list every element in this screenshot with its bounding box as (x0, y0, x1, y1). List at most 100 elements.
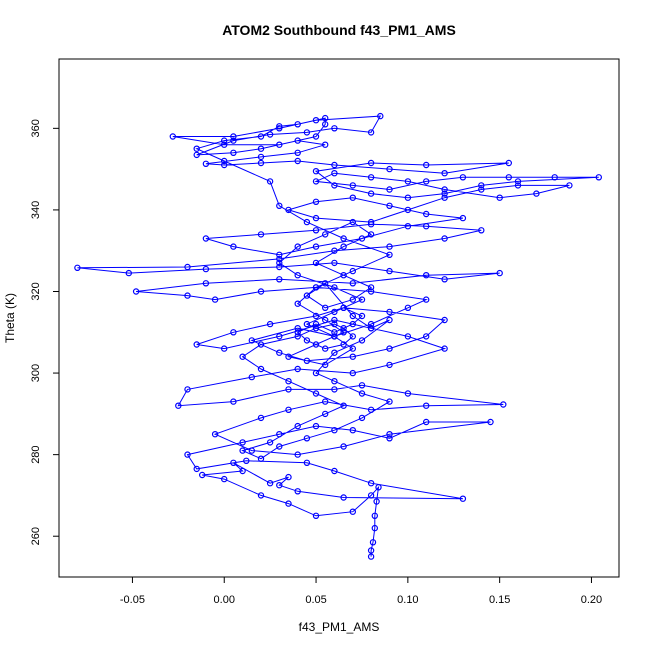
data-point (322, 231, 329, 238)
data-point (404, 194, 412, 201)
data-point (276, 259, 283, 267)
data-point (367, 553, 375, 560)
data-point (276, 263, 283, 271)
data-point (312, 116, 320, 124)
data-point (276, 255, 283, 263)
data-point (322, 114, 329, 122)
y-axis-label: Theta (K) (3, 293, 17, 343)
data-point (230, 398, 237, 405)
data-point (220, 345, 228, 352)
data-point (367, 320, 375, 328)
data-point (285, 353, 292, 360)
data-point (386, 435, 393, 442)
data-point (386, 251, 393, 258)
data-point (367, 547, 375, 554)
data-point (312, 341, 320, 348)
data-point (340, 329, 347, 336)
data-point (312, 133, 320, 140)
data-point (358, 337, 366, 344)
data-point (230, 243, 237, 250)
data-point (276, 333, 283, 340)
data-point (349, 353, 356, 360)
data-point (331, 386, 338, 393)
data-point (276, 125, 283, 132)
data-point (349, 369, 356, 377)
data-point (367, 218, 375, 226)
data-point (294, 300, 301, 307)
data-point (248, 373, 255, 381)
data-point (322, 345, 329, 352)
data-point (404, 304, 412, 311)
data-point (340, 304, 347, 311)
data-point (303, 129, 311, 136)
data-point (386, 316, 393, 324)
data-point (294, 243, 301, 250)
data-point (312, 312, 320, 320)
data-point (322, 316, 329, 324)
data-point (331, 169, 338, 177)
data-point (595, 174, 603, 181)
data-point (500, 401, 507, 408)
data-point (331, 284, 338, 291)
data-point (358, 296, 366, 303)
data-point (386, 345, 393, 352)
data-point (367, 284, 375, 291)
data-point (230, 459, 237, 466)
data-point (423, 333, 430, 340)
data-point (239, 439, 246, 446)
data-point (367, 231, 375, 238)
data-point (369, 539, 377, 546)
data-point (266, 131, 274, 138)
data-point (371, 512, 378, 520)
plot-frame (58, 58, 620, 578)
data-point (74, 264, 81, 271)
data-point (257, 145, 265, 152)
data-point (404, 333, 412, 340)
data-point (340, 494, 347, 501)
data-point (367, 288, 375, 295)
data-point (239, 447, 246, 454)
data-point (169, 133, 176, 140)
x-tick-label: 0.15 (489, 594, 510, 606)
data-point (459, 214, 467, 222)
data-point (266, 439, 274, 446)
data-point (404, 390, 412, 397)
data-point (220, 475, 228, 483)
data-point (367, 220, 375, 228)
data-point (312, 390, 320, 397)
x-tick-label: 0.05 (305, 594, 326, 606)
data-point (441, 190, 448, 197)
data-point (505, 174, 512, 181)
data-point (276, 482, 283, 489)
data-point (312, 214, 320, 222)
data-point (184, 386, 191, 393)
data-point (367, 325, 375, 332)
data-point (276, 431, 283, 438)
data-point (367, 492, 375, 499)
data-point (487, 418, 494, 426)
data-point (184, 263, 191, 271)
data-point (276, 276, 283, 283)
data-point (423, 272, 430, 279)
data-point (322, 121, 329, 128)
data-point (257, 455, 265, 462)
data-point (230, 137, 237, 144)
data-point (303, 337, 311, 344)
data-point (312, 512, 320, 520)
data-point (505, 159, 512, 167)
data-point (312, 422, 320, 430)
data-point (303, 320, 311, 328)
data-point (257, 365, 265, 373)
data-point (312, 227, 320, 234)
data-point (349, 267, 356, 275)
data-point (294, 325, 301, 332)
data-point (322, 361, 329, 369)
data-point (312, 320, 320, 328)
data-point (373, 498, 380, 505)
data-point (322, 304, 329, 311)
data-point (202, 235, 210, 242)
data-point (340, 341, 347, 348)
data-point (257, 288, 265, 295)
y-tick-label: 280 (30, 445, 42, 463)
data-point (303, 218, 311, 226)
